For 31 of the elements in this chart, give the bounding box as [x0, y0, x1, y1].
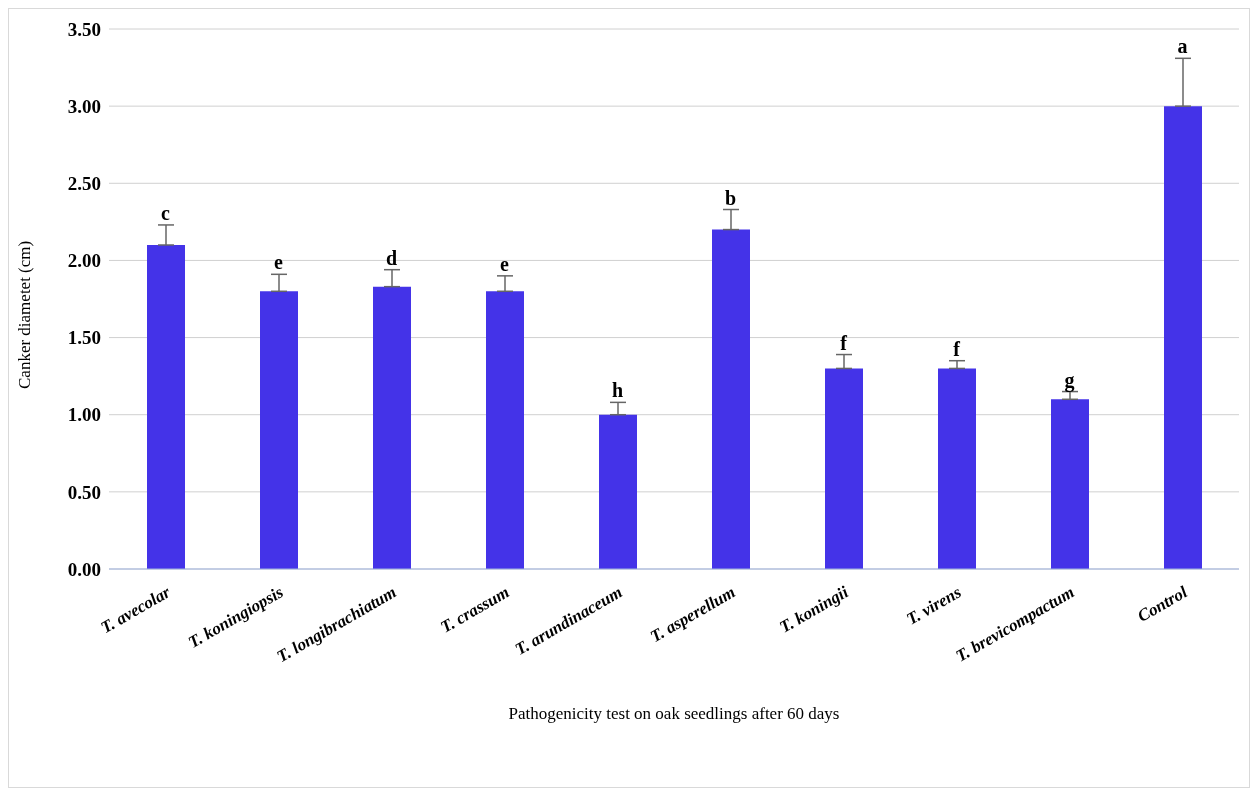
y-tick-label: 0.50 — [67, 481, 101, 503]
bar — [1164, 106, 1202, 569]
y-axis-title: Canker diametet (cm) — [15, 240, 35, 389]
annotation: c — [161, 201, 171, 224]
bar — [938, 368, 976, 569]
y-tick-label: 1.00 — [67, 404, 101, 426]
x-axis-title: Pathogenicity test on oak seedlings after 60 days — [508, 704, 840, 723]
annotation: e — [274, 251, 284, 274]
bar — [486, 291, 524, 569]
bar — [260, 291, 298, 569]
annotation: e — [500, 252, 510, 275]
bar — [712, 229, 750, 569]
bar — [825, 368, 863, 569]
y-tick-label: 2.50 — [67, 173, 101, 195]
annotation: f — [953, 337, 961, 360]
bar — [1051, 399, 1089, 569]
bar — [373, 286, 411, 569]
annotation: f — [840, 331, 848, 354]
annotation: g — [1064, 368, 1075, 392]
y-tick-label: 3.50 — [67, 18, 101, 40]
y-tick-label: 2.00 — [67, 250, 101, 272]
y-tick-label: 1.50 — [67, 327, 101, 349]
bar — [147, 245, 185, 569]
annotation: a — [1177, 35, 1188, 58]
annotation: d — [385, 246, 398, 269]
annotation: b — [724, 186, 737, 209]
y-tick-label: 0.00 — [67, 558, 101, 580]
x-tick-label: T. virens — [903, 582, 965, 629]
annotation: h — [611, 379, 624, 402]
y-tick-label: 3.00 — [67, 95, 101, 117]
bar — [599, 414, 637, 569]
